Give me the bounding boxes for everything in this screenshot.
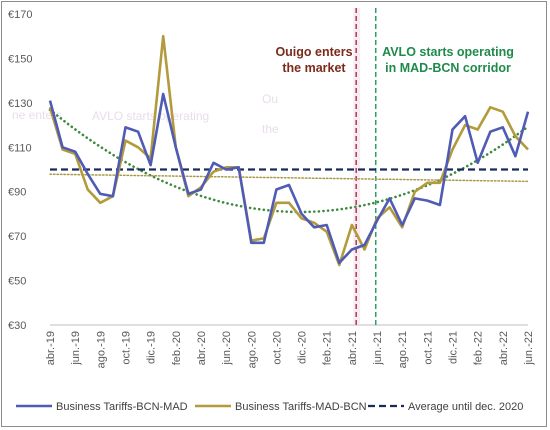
legend-label: Business Tariffs-MAD-BCN bbox=[235, 401, 367, 413]
annotation-ouigo-line: the market bbox=[282, 61, 346, 75]
x-tick-label: ago.-19 bbox=[95, 331, 107, 368]
x-tick-label: dic.-21 bbox=[448, 331, 460, 364]
ghost-text: ne enters bbox=[12, 108, 62, 122]
annotation-avlo-line: AVLO starts operating bbox=[382, 45, 514, 59]
x-tick-label: feb.-21 bbox=[322, 331, 334, 365]
x-tick-label: oct.-21 bbox=[422, 331, 434, 365]
series-line-bcn-mad bbox=[48, 92, 530, 265]
x-tick-label: feb.-22 bbox=[473, 331, 485, 365]
x-axis: abr.-19 jun.-19 ago.-19 oct.-19 dic.-19 feb.-… bbox=[45, 324, 535, 368]
x-tick-label: abr.-20 bbox=[196, 331, 208, 365]
legend: Business Tariffs-BCN-MAD Business Tariffs… bbox=[16, 401, 523, 413]
legend-label: Business Tariffs-BCN-MAD bbox=[56, 401, 188, 413]
y-tick-label: €110 bbox=[8, 142, 32, 154]
y-tick-label: €30 bbox=[8, 320, 26, 332]
x-tick-label: jun.-22 bbox=[523, 331, 535, 366]
x-tick-label: ago.-21 bbox=[397, 331, 409, 368]
trendlines bbox=[48, 108, 530, 214]
y-tick-label: €150 bbox=[8, 53, 32, 65]
x-tick-label: abr.-21 bbox=[347, 331, 359, 365]
x-tick-label: oct.-19 bbox=[120, 331, 132, 365]
linear-trendline-mad-bcn bbox=[49, 173, 529, 183]
x-tick-label: dic.-20 bbox=[297, 331, 309, 364]
x-tick-label: dic.-19 bbox=[146, 331, 158, 364]
ghost-text-layer: Ou the ne enters AVLO starts operating bbox=[12, 92, 279, 136]
plot-series bbox=[48, 34, 530, 267]
event-markers bbox=[353, 8, 377, 325]
y-axis: €30 €50 €70 €90 €110 €130 €150 €170 bbox=[8, 9, 32, 332]
ghost-text: the bbox=[262, 122, 279, 136]
ouigo-marker-band bbox=[353, 8, 361, 325]
x-tick-label: jun.-21 bbox=[372, 331, 384, 366]
ghost-text: AVLO starts operating bbox=[92, 109, 209, 123]
y-tick-label: €90 bbox=[8, 187, 26, 199]
annotation-avlo-line: in MAD-BCN corridor bbox=[385, 61, 511, 75]
x-tick-label: jun.-20 bbox=[221, 331, 233, 366]
x-tick-label: abr.-19 bbox=[45, 331, 57, 365]
x-tick-label: oct.-20 bbox=[271, 331, 283, 365]
x-tick-label: jun.-19 bbox=[70, 331, 82, 366]
y-tick-label: €50 bbox=[8, 276, 26, 288]
x-tick-label: ago.-20 bbox=[246, 331, 258, 368]
ghost-text: Ou bbox=[262, 92, 278, 106]
y-tick-label: €130 bbox=[8, 98, 32, 110]
x-tick-label: feb.-20 bbox=[171, 331, 183, 365]
legend-label: Average until dec. 2020 bbox=[408, 401, 523, 413]
poly-trendline-bcn-mad bbox=[48, 108, 530, 214]
y-tick-label: €70 bbox=[8, 231, 26, 243]
y-tick-label: €170 bbox=[8, 9, 32, 21]
annotation-ouigo-line: Ouigo enters bbox=[275, 45, 352, 59]
x-tick-label: abr.-22 bbox=[498, 331, 510, 365]
annotations: Ouigo enters the market AVLO starts operat… bbox=[275, 45, 513, 75]
